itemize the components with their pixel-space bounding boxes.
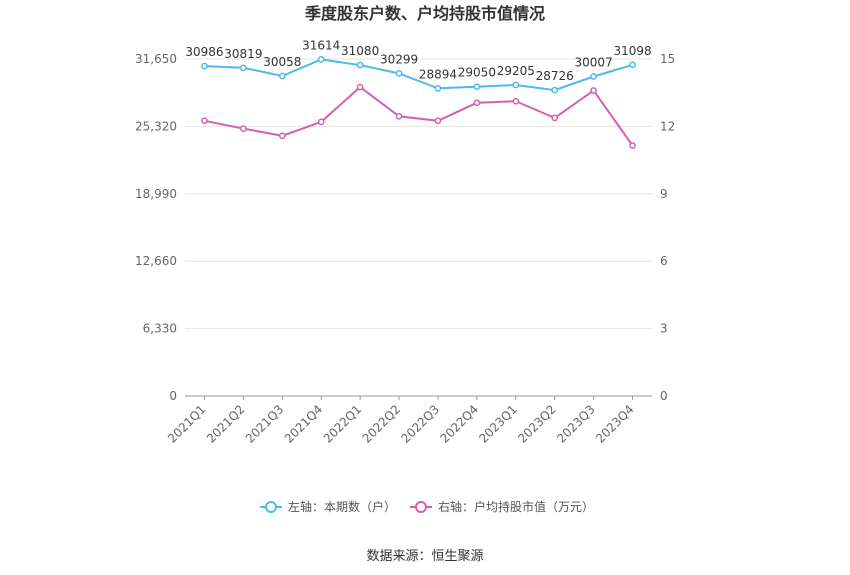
series-line-2 (204, 85, 634, 147)
x-axis-tick-label: 2021Q2 (204, 402, 248, 446)
legend-label-1: 左轴：本期数（户） (288, 499, 396, 514)
series-1-point (356, 61, 364, 69)
right-axis-tick-label: 15 (660, 52, 675, 66)
series-1-point (434, 84, 442, 92)
series-2-point (201, 117, 208, 125)
x-axis-tick-label: 2021Q3 (243, 402, 287, 446)
legend-label-2: 右轴：户均持股市值（万元） (438, 499, 594, 514)
data-label: 30058 (263, 55, 301, 69)
left-axis-tick-label: 18,990 (135, 187, 177, 201)
series-2-point (629, 142, 636, 149)
series-1-point (240, 64, 247, 72)
series-2-point (278, 132, 286, 140)
x-axis-tick-label: 2023Q2 (515, 402, 559, 446)
series-2-point (395, 112, 403, 120)
x-axis-tick-label: 2023Q4 (593, 402, 637, 446)
data-label: 28894 (419, 67, 457, 81)
data-label: 29050 (458, 66, 496, 80)
series-1-point (201, 62, 208, 70)
series-2-point (317, 118, 325, 126)
source-note: 数据来源：恒生聚源 (366, 549, 483, 564)
right-axis-tick-label: 0 (660, 389, 668, 403)
data-label: 28726 (536, 69, 574, 83)
data-label: 30299 (380, 52, 418, 66)
x-axis-tick-label: 2022Q3 (399, 402, 443, 446)
data-label: 30819 (224, 47, 262, 61)
right-axis-tick-label: 12 (660, 119, 675, 133)
left-axis-tick-label: 0 (169, 389, 177, 403)
series-1-point (278, 72, 286, 80)
x-axis-tick-label: 2022Q2 (360, 402, 404, 446)
left-axis-tick-label: 12,660 (135, 254, 177, 268)
x-axis-tick-label: 2021Q1 (165, 402, 209, 446)
legend-marker-1 (265, 501, 277, 513)
x-axis-tick-label: 2023Q3 (554, 402, 598, 446)
series-2-point (473, 99, 481, 107)
series-1-point (512, 81, 520, 89)
series-1-point (590, 73, 597, 80)
series-1-point (395, 70, 403, 77)
x-axis-tick-label: 2021Q4 (282, 402, 326, 446)
right-axis-tick-label: 9 (660, 187, 668, 201)
right-axis-tick-label: 6 (660, 254, 668, 268)
x-axis-tick-label: 2022Q4 (437, 402, 481, 446)
right-axis-tick-label: 3 (660, 322, 668, 336)
x-axis-tick-label: 2022Q1 (321, 402, 365, 446)
x-axis-tick-label: 2023Q1 (476, 402, 520, 446)
left-axis-tick-label: 25,320 (135, 119, 177, 133)
series-1-point (551, 86, 559, 94)
left-axis-tick-label: 31,650 (135, 52, 177, 66)
data-label: 31098 (613, 44, 651, 58)
series-1-point (317, 56, 325, 63)
series-2-point (356, 83, 364, 91)
data-label: 31614 (302, 38, 340, 52)
series-2-point (590, 87, 597, 94)
series-2-point (512, 97, 520, 105)
series-2-point (240, 125, 247, 132)
chart-title: 季度股东户数、户均持股市值情况 (304, 4, 545, 23)
legend-marker-2 (415, 501, 427, 513)
data-label: 29205 (497, 64, 535, 78)
series-1-point (629, 61, 636, 69)
series-1-point (473, 83, 481, 91)
series-2-point (434, 117, 442, 125)
series-line-1 (204, 58, 633, 92)
series-2-point (551, 114, 559, 122)
data-label: 30007 (575, 55, 613, 69)
data-label: 31080 (341, 44, 379, 58)
left-axis-tick-label: 6,330 (143, 322, 177, 336)
data-label: 30986 (185, 45, 223, 59)
